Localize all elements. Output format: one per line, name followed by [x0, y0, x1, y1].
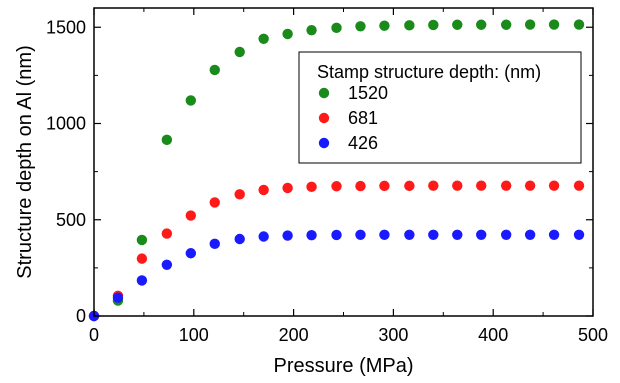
data-point-1520	[500, 19, 512, 30]
data-point-426	[161, 259, 173, 270]
data-point-681	[548, 180, 560, 191]
data-point-426	[573, 229, 585, 240]
data-point-681	[282, 182, 293, 194]
legend-marker-1520	[318, 87, 330, 99]
data-point-1520	[404, 20, 415, 31]
y-tick-label: 1500	[46, 17, 86, 37]
data-point-426	[548, 229, 560, 240]
x-tick-label: 500	[578, 325, 608, 345]
legend-marker-426	[318, 137, 330, 149]
y-axis-label: Structure depth on Al (nm)	[14, 45, 36, 278]
x-tick-label: 300	[378, 325, 408, 345]
data-point-681	[476, 180, 487, 191]
x-axis-label: Pressure (MPa)	[273, 355, 413, 377]
data-point-1520	[573, 19, 585, 30]
data-point-681	[331, 181, 342, 192]
data-point-1520	[476, 19, 487, 30]
data-point-1520	[548, 19, 560, 30]
data-point-426	[209, 238, 220, 250]
data-point-1520	[306, 24, 317, 36]
x-tick-label: 100	[179, 325, 209, 345]
data-point-681	[306, 181, 317, 193]
data-point-681	[258, 184, 269, 196]
legend-label-681: 681	[348, 108, 378, 128]
data-point-681	[573, 180, 585, 191]
data-point-426	[234, 233, 245, 245]
y-tick-label: 500	[56, 210, 86, 230]
data-point-1520	[234, 46, 245, 58]
legend-label-426: 426	[348, 133, 378, 153]
data-point-1520	[282, 28, 293, 40]
data-point-1520	[136, 234, 148, 246]
data-point-1520	[161, 134, 173, 146]
legend-box	[298, 51, 582, 164]
data-point-426	[282, 230, 293, 241]
data-point-1520	[355, 21, 366, 32]
data-point-426	[355, 229, 366, 240]
data-point-426	[112, 292, 124, 303]
data-point-681	[161, 228, 173, 239]
data-point-681	[379, 180, 390, 192]
data-point-681	[452, 180, 463, 191]
data-point-681	[428, 180, 439, 191]
data-point-426	[500, 229, 512, 240]
data-point-426	[258, 231, 269, 242]
data-point-681	[404, 180, 415, 192]
data-point-426	[185, 248, 197, 259]
data-marks	[88, 19, 585, 322]
data-point-426	[524, 229, 536, 240]
data-point-681	[185, 210, 197, 221]
data-point-681	[209, 197, 220, 208]
axis-ticks: 0 100 200 300 400 500 0 500 1000 1500	[46, 8, 608, 345]
data-point-1520	[258, 33, 269, 44]
data-point-681	[234, 189, 245, 200]
legend-title: Stamp structure depth: (nm)	[317, 62, 541, 82]
x-tick-label: 200	[279, 325, 309, 345]
data-point-1520	[185, 95, 197, 106]
data-point-1520	[379, 20, 390, 31]
data-point-681	[355, 180, 366, 192]
data-point-426	[379, 229, 390, 240]
data-point-1520	[452, 19, 463, 30]
data-point-426	[331, 229, 342, 241]
x-tick-label: 0	[89, 325, 99, 345]
x-tick-label: 400	[478, 325, 508, 345]
data-point-426	[306, 229, 317, 241]
legend-items: 1520 681 426	[318, 83, 388, 153]
y-tick-label: 1000	[46, 114, 86, 134]
data-point-1520	[428, 19, 439, 31]
legend: Stamp structure depth: (nm) 1520 681 426	[298, 51, 582, 164]
data-point-1520	[524, 19, 536, 30]
data-point-1520	[209, 64, 220, 76]
data-point-426	[428, 229, 439, 240]
data-point-681	[136, 253, 148, 264]
legend-marker-681	[318, 112, 330, 124]
legend-label-1520: 1520	[348, 83, 388, 103]
data-point-426	[404, 229, 415, 240]
data-point-426	[452, 229, 463, 240]
data-point-426	[476, 229, 487, 240]
data-point-426	[136, 275, 148, 286]
y-tick-label: 0	[76, 306, 86, 326]
data-point-681	[500, 180, 512, 191]
data-point-1520	[331, 22, 342, 34]
data-point-681	[524, 180, 536, 191]
